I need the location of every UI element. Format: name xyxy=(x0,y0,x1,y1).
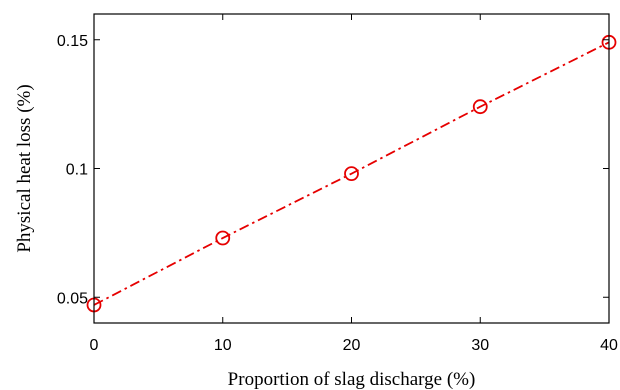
series-line xyxy=(93,41,610,306)
x-tick-label: 20 xyxy=(343,337,361,354)
y-axis-label: Physical heat loss (%) xyxy=(14,84,35,252)
data-point xyxy=(472,99,488,115)
x-axis-label: Proportion of slag discharge (%) xyxy=(228,369,476,390)
x-tick-label: 30 xyxy=(471,337,489,354)
x-tick-label: 10 xyxy=(214,337,232,354)
y-tick-label: 0.15 xyxy=(57,33,88,50)
data-point xyxy=(344,166,359,182)
x-tick-label: 0 xyxy=(90,337,99,354)
y-tick-label: 0.1 xyxy=(66,162,88,179)
x-tick-label: 40 xyxy=(600,337,618,354)
y-tick-label: 0.05 xyxy=(57,290,88,307)
data-point xyxy=(215,230,231,246)
plot-frame xyxy=(93,13,610,324)
axis-ticks: 0 10 20 30 40 0.05 0.1 0.15 xyxy=(57,14,618,354)
plot-marks xyxy=(86,34,617,313)
